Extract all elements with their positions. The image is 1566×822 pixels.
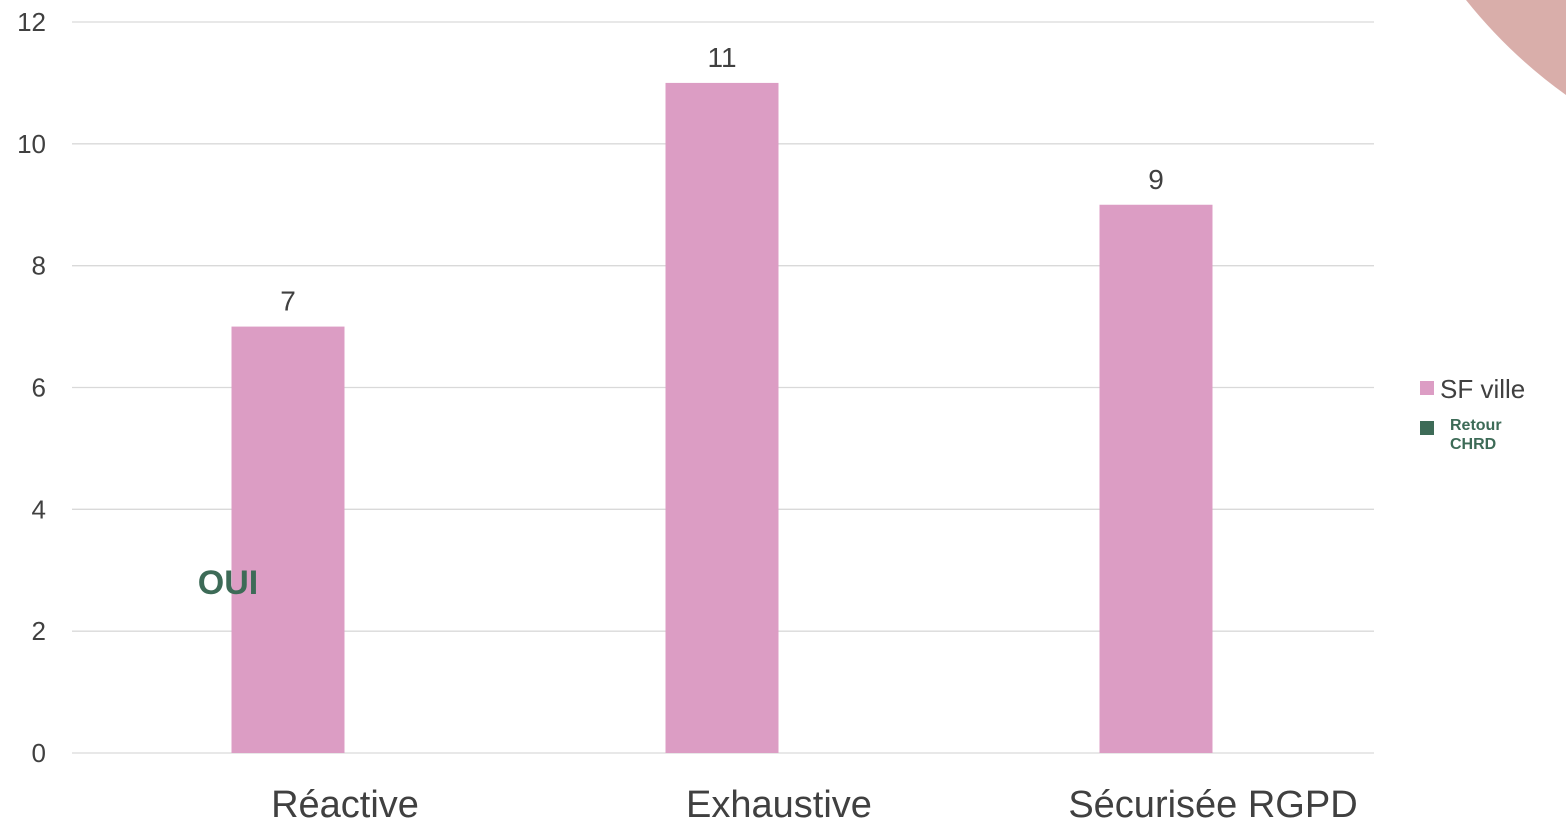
data-label: 11 <box>707 42 736 73</box>
x-tick-label: Sécurisée RGPD <box>1068 784 1357 822</box>
legend-swatch-sf-ville <box>1420 381 1434 395</box>
y-tick-label: 6 <box>32 373 46 403</box>
legend-item-sf-ville[interactable]: SF ville <box>1420 376 1560 402</box>
y-axis-ticks: 0 2 4 6 8 10 12 <box>17 7 46 768</box>
legend-label-sf-ville: SF ville <box>1440 374 1526 404</box>
data-labels: 7 11 9 <box>280 42 1164 317</box>
legend-item-retour-chrd[interactable]: Retour CHRD <box>1420 416 1560 454</box>
bar[interactable] <box>1099 204 1213 753</box>
bar[interactable] <box>231 326 345 753</box>
bar[interactable] <box>665 82 779 753</box>
x-tick-label: Exhaustive <box>686 784 872 822</box>
y-tick-label: 2 <box>32 616 46 646</box>
y-tick-label: 12 <box>17 7 46 37</box>
x-axis-ticks: Réactive Exhaustive Sécurisée RGPD <box>271 784 1358 822</box>
x-tick-label: Réactive <box>271 784 419 822</box>
data-label: 9 <box>1148 164 1164 195</box>
legend-swatch-retour-chrd <box>1420 421 1434 435</box>
y-tick-label: 4 <box>32 494 46 524</box>
legend: SF ville Retour CHRD <box>1420 376 1560 468</box>
y-tick-label: 8 <box>32 251 46 281</box>
data-label: 7 <box>280 286 296 317</box>
bars <box>231 82 1213 753</box>
legend-label-retour-chrd: Retour CHRD <box>1450 417 1502 453</box>
corner-decoration <box>1466 0 1566 95</box>
y-tick-label: 0 <box>32 738 46 768</box>
annotation-oui: OUI <box>198 564 258 602</box>
y-tick-label: 10 <box>17 129 46 159</box>
